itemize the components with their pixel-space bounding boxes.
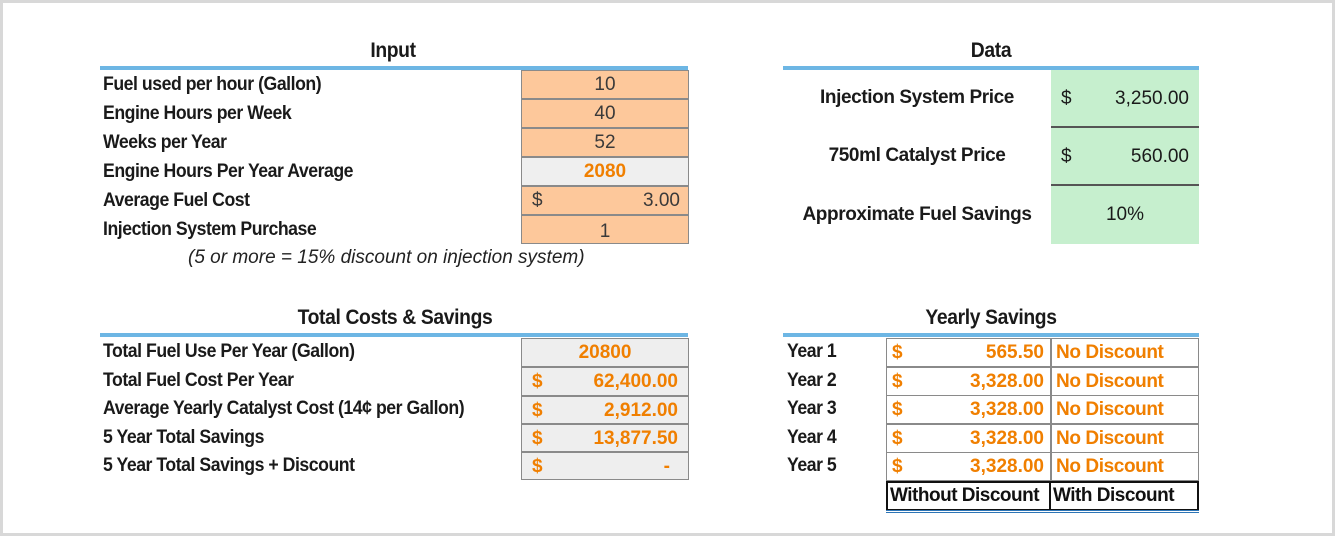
label-average-fuel-cost: Average Fuel Cost xyxy=(103,190,250,211)
total-5yr-savings-discount[interactable]: $ - xyxy=(521,452,689,480)
totals-section-title: Total Costs & Savings xyxy=(297,306,493,329)
yearly-discount-status[interactable]: No Discount xyxy=(1051,424,1199,453)
dollar-sign: $ xyxy=(532,190,543,211)
yearly-amount-value: 3,328.00 xyxy=(970,371,1044,392)
catalyst-cost-value: 2,912.00 xyxy=(604,400,678,421)
yearly-amount-cell[interactable]: $565.50 xyxy=(886,338,1051,367)
double-underline xyxy=(886,510,1199,511)
dollar-sign: $ xyxy=(1061,88,1072,109)
input-weeks-per-year[interactable]: 52 xyxy=(521,128,689,157)
data-injection-price[interactable]: $ 3,250.00 xyxy=(1051,70,1199,127)
dollar-sign: $ xyxy=(892,399,903,420)
input-engine-hours-week[interactable]: 40 xyxy=(521,99,689,128)
total-fuel-cost-value: 62,400.00 xyxy=(593,371,678,392)
label-total-fuel-cost: Total Fuel Cost Per Year xyxy=(103,370,294,391)
dollar-sign: $ xyxy=(1061,146,1072,167)
calc-engine-hours-year[interactable]: 2080 xyxy=(521,157,689,186)
label-catalyst-price: 750ml Catalyst Price xyxy=(828,145,1006,166)
dollar-sign: $ xyxy=(532,400,543,421)
data-fuel-savings[interactable]: 10% xyxy=(1051,186,1199,244)
double-underline xyxy=(886,512,1199,513)
label-engine-hours-week: Engine Hours per Week xyxy=(103,103,292,124)
catalyst-price-value: 560.00 xyxy=(1130,146,1189,167)
yearly-header-bar xyxy=(783,333,1199,337)
total-fuel-cost[interactable]: $ 62,400.00 xyxy=(521,367,689,396)
yearly-year-label: Year 4 xyxy=(787,427,837,448)
yearly-section-title: Yearly Savings xyxy=(925,306,1057,329)
dollar-sign: $ xyxy=(892,342,903,363)
yearly-amount-cell[interactable]: $3,328.00 xyxy=(886,367,1051,396)
totals-header-bar xyxy=(100,333,688,337)
input-average-fuel-cost[interactable]: $ 3.00 xyxy=(521,186,689,215)
label-5yr-savings-discount: 5 Year Total Savings + Discount xyxy=(103,455,355,476)
yearly-year-label: Year 3 xyxy=(787,398,837,419)
data-header-bar xyxy=(783,66,1199,70)
legend-without-discount: Without Discount xyxy=(886,481,1051,511)
label-injection-purchase: Injection System Purchase xyxy=(103,219,317,240)
data-section-title: Data xyxy=(970,39,1012,62)
legend-with-discount: With Discount xyxy=(1049,481,1199,511)
yearly-amount-value: 3,328.00 xyxy=(970,456,1044,477)
yearly-amount-cell[interactable]: $3,328.00 xyxy=(886,424,1051,453)
yearly-amount-value: 3,328.00 xyxy=(970,428,1044,449)
input-header-bar xyxy=(100,66,688,70)
dollar-sign: $ xyxy=(532,456,543,477)
dollar-sign: $ xyxy=(892,371,903,392)
dollar-sign: $ xyxy=(892,428,903,449)
injection-price-value: 3,250.00 xyxy=(1115,88,1189,109)
catalyst-cost[interactable]: $ 2,912.00 xyxy=(521,396,689,424)
5yr-savings-discount-value: - xyxy=(663,456,670,477)
label-catalyst-cost: Average Yearly Catalyst Cost (14¢ per Ga… xyxy=(103,398,465,419)
yearly-discount-status[interactable]: No Discount xyxy=(1051,452,1199,481)
total-fuel-use[interactable]: 20800 xyxy=(521,338,689,367)
yearly-discount-status[interactable]: No Discount xyxy=(1051,395,1199,424)
label-total-fuel-use: Total Fuel Use Per Year (Gallon) xyxy=(103,341,355,362)
label-fuel-per-hour: Fuel used per hour (Gallon) xyxy=(103,74,322,95)
5yr-savings-value: 13,877.50 xyxy=(593,428,678,449)
label-injection-price: Injection System Price xyxy=(820,87,1014,108)
data-catalyst-price[interactable]: $ 560.00 xyxy=(1051,128,1199,184)
yearly-amount-value: 3,328.00 xyxy=(970,399,1044,420)
yearly-year-label: Year 1 xyxy=(787,341,837,362)
yearly-discount-status[interactable]: No Discount xyxy=(1051,338,1199,367)
dollar-sign: $ xyxy=(532,428,543,449)
input-injection-purchase[interactable]: 1 xyxy=(521,215,689,244)
total-5yr-savings[interactable]: $ 13,877.50 xyxy=(521,424,689,452)
yearly-year-label: Year 5 xyxy=(787,455,837,476)
yearly-year-label: Year 2 xyxy=(787,370,837,391)
label-engine-hours-year: Engine Hours Per Year Average xyxy=(103,161,354,182)
yearly-discount-status[interactable]: No Discount xyxy=(1051,367,1199,396)
yearly-amount-cell[interactable]: $3,328.00 xyxy=(886,395,1051,424)
label-weeks-per-year: Weeks per Year xyxy=(103,132,227,153)
label-fuel-savings: Approximate Fuel Savings xyxy=(802,204,1032,225)
fuel-cost-value: 3.00 xyxy=(643,190,680,211)
yearly-amount-value: 565.50 xyxy=(985,342,1044,363)
data-divider-2 xyxy=(1051,184,1199,186)
discount-note: (5 or more = 15% discount on injection s… xyxy=(188,247,585,268)
dollar-sign: $ xyxy=(892,456,903,477)
label-5yr-savings: 5 Year Total Savings xyxy=(103,427,264,448)
dollar-sign: $ xyxy=(532,371,543,392)
input-section-title: Input xyxy=(370,39,416,62)
data-divider-1 xyxy=(1051,126,1199,128)
yearly-amount-cell[interactable]: $3,328.00 xyxy=(886,452,1051,481)
input-fuel-per-hour[interactable]: 10 xyxy=(521,70,689,99)
